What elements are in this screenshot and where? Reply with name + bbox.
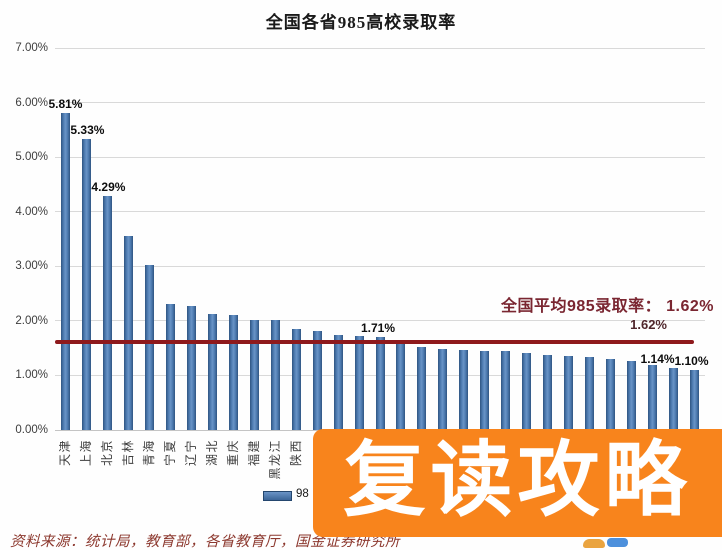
x-axis-label: 上海	[79, 436, 93, 466]
y-axis-tick: 5.00%	[15, 151, 48, 164]
legend-swatch	[263, 491, 292, 501]
x-axis-label-text: 辽宁	[183, 439, 198, 467]
bar	[354, 336, 364, 430]
y-axis-tick: 6.00%	[15, 96, 48, 109]
x-axis-label: 辽宁	[184, 436, 198, 466]
y-axis-tick: 0.00%	[15, 424, 48, 436]
bar	[312, 330, 322, 430]
gridline	[55, 265, 705, 267]
bar	[102, 195, 112, 430]
gridline	[55, 211, 705, 213]
x-axis-label-text: 黑龙江	[267, 439, 282, 480]
x-axis-label: 宁夏	[163, 436, 177, 466]
bar	[207, 314, 217, 430]
bar	[669, 367, 679, 430]
bar	[270, 320, 280, 430]
x-axis-label-text: 福建	[246, 439, 261, 467]
source-note: 资料来源：统计局，教育部，各省教育厅，国金证券研究所	[10, 534, 400, 550]
bar-value-label: 1.10%	[674, 353, 709, 368]
x-axis-label-text: 青海	[141, 439, 156, 467]
bar	[501, 351, 511, 430]
overlay-banner: 复读攻略	[313, 429, 722, 537]
bar	[60, 112, 70, 430]
x-axis-label-text: 吉林	[120, 439, 135, 467]
bar	[480, 350, 490, 430]
x-axis-label: 湖北	[205, 436, 219, 466]
average-line	[55, 339, 694, 344]
bar	[186, 305, 196, 430]
bar	[438, 349, 448, 430]
average-annotation: 全国平均985录取率： 1.62%	[500, 298, 714, 315]
bar	[543, 354, 553, 430]
bar	[690, 369, 700, 430]
x-axis-label: 吉林	[121, 436, 135, 466]
bar-value-label: 1.71%	[360, 320, 396, 335]
watermark-blue-shape-icon	[607, 538, 628, 547]
bar	[228, 315, 238, 430]
x-axis-label: 青海	[142, 436, 156, 466]
x-axis-label-text: 湖北	[204, 439, 219, 467]
x-axis-label: 天津	[58, 436, 72, 466]
x-axis-label: 黑龙江	[268, 436, 282, 480]
y-axis-tick: 2.00%	[15, 314, 48, 327]
x-axis-label-text: 上海	[78, 439, 93, 467]
x-axis-label-text: 北京	[99, 439, 114, 467]
gridline	[55, 156, 705, 158]
gridline	[55, 102, 705, 104]
y-axis-tick: 7.00%	[15, 42, 48, 54]
legend: 98	[263, 487, 309, 501]
bar	[417, 346, 427, 430]
bar	[648, 365, 658, 430]
average-line-label: 1.62%	[630, 317, 667, 332]
bar	[627, 361, 637, 430]
legend-label: 98	[296, 488, 309, 500]
x-axis-label: 陕西	[289, 436, 303, 466]
x-axis-label-text: 宁夏	[162, 439, 177, 467]
bar-value-label: 1.14%	[640, 351, 675, 366]
bar-value-label: 4.29%	[91, 179, 126, 194]
y-axis-tick: 4.00%	[15, 205, 48, 218]
watermark-orange-shape-icon	[583, 539, 605, 548]
bar	[123, 236, 133, 430]
bar	[585, 357, 595, 430]
overlay-text: 复读攻略	[343, 435, 692, 526]
bar-value-label: 5.81%	[48, 96, 83, 111]
bar	[375, 336, 385, 430]
bar	[165, 303, 175, 430]
x-axis-label-text: 重庆	[225, 439, 240, 467]
gridline	[55, 320, 705, 322]
y-axis-tick: 3.00%	[15, 260, 48, 273]
bar-value-label: 5.33%	[70, 123, 105, 138]
bar	[522, 352, 532, 430]
x-axis-label-text: 天津	[57, 439, 72, 467]
x-axis-label-text: 陕西	[288, 439, 303, 467]
chart-title: 全国各省985高校录取率	[265, 13, 457, 32]
bar	[144, 265, 154, 430]
y-axis-tick: 1.00%	[15, 369, 48, 382]
gridline	[55, 47, 705, 49]
bar	[564, 356, 574, 430]
x-axis-label: 重庆	[226, 436, 240, 466]
x-axis-label: 北京	[100, 436, 114, 466]
bar	[81, 139, 91, 430]
bar	[606, 359, 616, 430]
bar	[249, 319, 259, 430]
bar	[333, 334, 343, 430]
bar	[396, 340, 406, 430]
bar	[291, 329, 301, 430]
x-axis-label: 福建	[247, 436, 261, 466]
bar	[459, 350, 469, 430]
